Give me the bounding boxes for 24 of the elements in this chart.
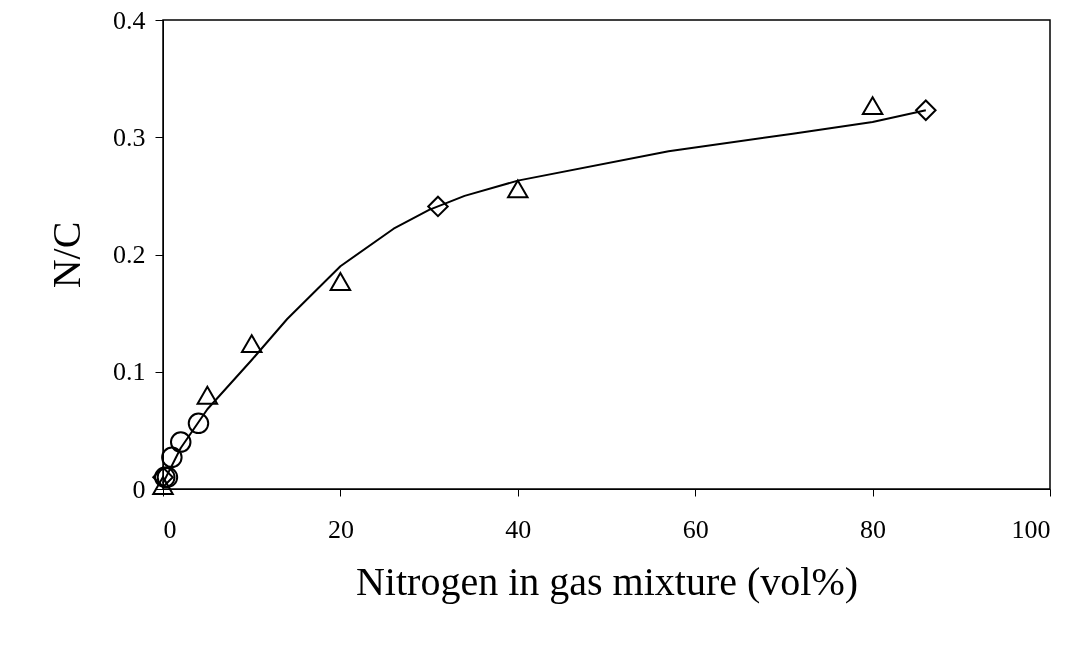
point xyxy=(427,195,449,218)
x-tick-label: 40 xyxy=(505,514,532,544)
y-tick-label: 0 xyxy=(132,474,146,504)
x-tick-label: 80 xyxy=(860,514,887,544)
point xyxy=(240,334,263,354)
x-tick-label: 100 xyxy=(1011,514,1051,544)
point xyxy=(152,476,174,495)
point xyxy=(915,99,937,122)
point xyxy=(507,179,529,199)
point xyxy=(861,96,884,116)
y-tick-label: 0.4 xyxy=(113,5,146,35)
point xyxy=(329,272,352,291)
point xyxy=(169,431,192,453)
y-tick-label: 0.2 xyxy=(113,240,146,269)
y-tick-label: 0.3 xyxy=(113,122,146,152)
point xyxy=(196,385,219,405)
x-tick-label: 20 xyxy=(327,514,354,544)
x-tick-label: 0 xyxy=(163,514,177,544)
y-tick-label: 0.1 xyxy=(113,357,146,387)
x-axis-title: Nitrogen in gas mixture (vol%) xyxy=(355,558,859,604)
point xyxy=(161,446,183,469)
point xyxy=(187,412,210,435)
y-axis-title: N/C xyxy=(44,221,89,289)
x-tick-label: 60 xyxy=(682,514,709,544)
